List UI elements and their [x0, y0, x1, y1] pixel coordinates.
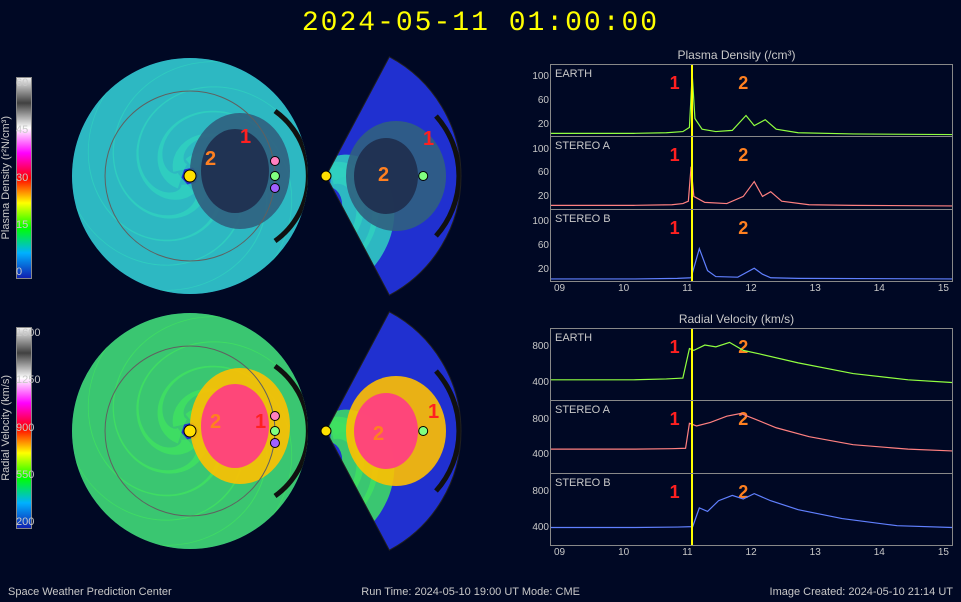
event-1-label: 1: [428, 401, 439, 424]
timestamp-title: 2024-05-11 01:00:00: [0, 0, 961, 43]
velocity-ts-title: Radial Velocity (km/s): [520, 312, 953, 326]
velocity-polar-row: 1 2 1 2: [70, 306, 520, 556]
velocity-colorbar: Radial Velocity (km/s) 16001250900550200: [0, 313, 70, 543]
ts-panel: 1006020STEREO A12: [550, 136, 953, 209]
event-2-label: 2: [373, 423, 384, 446]
density-cb-ticks: 604530150: [16, 78, 28, 278]
density-polar-wedge: 1 2: [318, 56, 468, 296]
footer-runtime: Run Time: 2024-05-10 19:00 UT Mode: CME: [361, 586, 580, 598]
time-cursor: [691, 210, 693, 281]
time-cursor: [691, 65, 693, 136]
event-1-label: 1: [255, 411, 266, 434]
velocity-polar-wedge: 1 2: [318, 311, 468, 551]
event-1-label: 1: [423, 128, 434, 151]
time-cursor: [691, 329, 693, 400]
velocity-polar-full: 1 2: [70, 311, 310, 551]
footer: Space Weather Prediction Center Run Time…: [0, 582, 961, 602]
ts-panel: 800400STEREO A12: [550, 400, 953, 473]
time-cursor: [691, 137, 693, 208]
velocity-cb-label: Radial Velocity (km/s): [0, 375, 12, 481]
footer-created: Image Created: 2024-05-10 21:14 UT: [770, 586, 953, 598]
ts-yticks: 800400: [523, 329, 549, 400]
footer-source: Space Weather Prediction Center: [8, 586, 172, 598]
event-2-label: 2: [210, 411, 221, 434]
time-cursor: [691, 474, 693, 545]
ts-yticks: 800400: [523, 474, 549, 545]
ts-panel: 1006020STEREO B12: [550, 209, 953, 282]
velocity-ts-panels: 800400EARTH12800400STEREO A12800400STERE…: [550, 328, 953, 545]
ts-panel: 800400STEREO B12: [550, 473, 953, 546]
event-2-label: 2: [378, 164, 389, 187]
time-cursor: [691, 401, 693, 472]
ts-yticks: 1006020: [523, 137, 549, 208]
ts-panel: 1006020EARTH12: [550, 64, 953, 137]
density-polar-row: 1 2 1 2: [70, 51, 520, 301]
polar-column: 1 2 1 2 1 2 1 2: [70, 43, 520, 563]
event-2-label: 2: [205, 148, 216, 171]
density-ts-block: Plasma Density (/cm³) 1006020EARTH121006…: [520, 48, 953, 294]
density-ts-xticks: 09101112131415: [550, 281, 953, 294]
main-panel: Plasma Density (r²N/cm³) 604530150 Radia…: [0, 43, 961, 563]
timeseries-column: Plasma Density (/cm³) 1006020EARTH121006…: [520, 43, 961, 563]
density-cb-label: Plasma Density (r²N/cm³): [0, 116, 12, 239]
event-1-label: 1: [240, 126, 251, 149]
colorbar-column: Plasma Density (r²N/cm³) 604530150 Radia…: [0, 43, 70, 563]
density-ts-panels: 1006020EARTH121006020STEREO A121006020ST…: [550, 64, 953, 281]
density-ts-title: Plasma Density (/cm³): [520, 48, 953, 62]
ts-yticks: 1006020: [523, 210, 549, 281]
velocity-ts-block: Radial Velocity (km/s) 800400EARTH128004…: [520, 312, 953, 558]
density-colorbar: Plasma Density (r²N/cm³) 604530150: [0, 63, 70, 293]
ts-panel: 800400EARTH12: [550, 328, 953, 401]
velocity-cb-ticks: 16001250900550200: [16, 328, 40, 528]
ts-yticks: 1006020: [523, 65, 549, 136]
density-polar-full: 1 2: [70, 56, 310, 296]
velocity-ts-xticks: 09101112131415: [550, 545, 953, 558]
ts-yticks: 800400: [523, 401, 549, 472]
